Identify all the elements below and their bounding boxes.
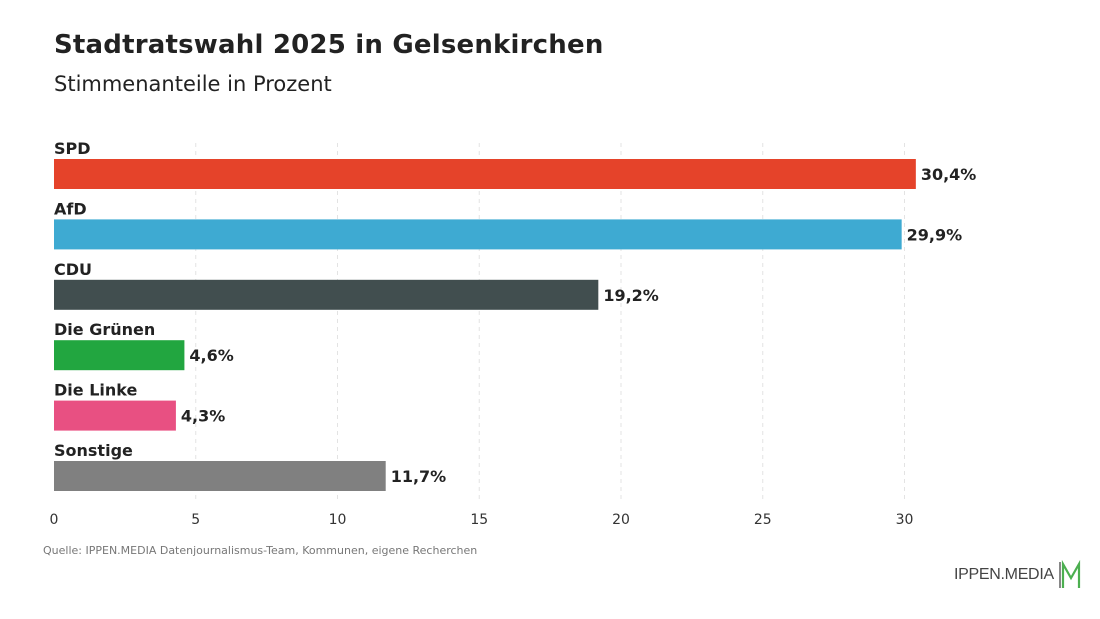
x-tick-label: 5 <box>191 512 200 528</box>
value-label: 4,3% <box>181 407 225 426</box>
x-tick-label: 20 <box>612 512 630 528</box>
category-label: CDU <box>54 260 92 279</box>
x-tick-label: 15 <box>470 512 488 528</box>
x-tick-label: 30 <box>896 512 914 528</box>
category-label: Sonstige <box>54 441 133 460</box>
bar <box>54 219 902 250</box>
chart-subtitle: Stimmenanteile in Prozent <box>54 72 332 96</box>
chart-title: Stadtratswahl 2025 in Gelsenkirchen <box>54 30 604 60</box>
source-note: Quelle: IPPEN.MEDIA Datenjournalismus-Te… <box>43 544 478 557</box>
x-tick-label: 0 <box>50 512 59 528</box>
category-label: SPD <box>54 139 91 158</box>
category-label: Die Linke <box>54 381 137 400</box>
category-label: AfD <box>54 199 87 218</box>
value-label: 30,4% <box>921 165 977 184</box>
category-label: Die Grünen <box>54 320 155 339</box>
value-label: 19,2% <box>603 286 659 305</box>
bar <box>54 340 185 371</box>
x-tick-label: 25 <box>754 512 772 528</box>
bar <box>54 279 599 310</box>
bar <box>54 400 176 431</box>
brand-m-icon <box>1058 560 1080 588</box>
value-label: 4,6% <box>189 346 233 365</box>
x-tick-label: 10 <box>329 512 347 528</box>
brand-logo-text: IPPEN.MEDIA <box>954 566 1054 583</box>
value-label: 11,7% <box>391 467 447 486</box>
bar <box>54 159 916 189</box>
value-label: 29,9% <box>907 225 963 244</box>
bar <box>54 461 386 491</box>
brand-logo: IPPEN.MEDIA <box>954 560 1084 590</box>
